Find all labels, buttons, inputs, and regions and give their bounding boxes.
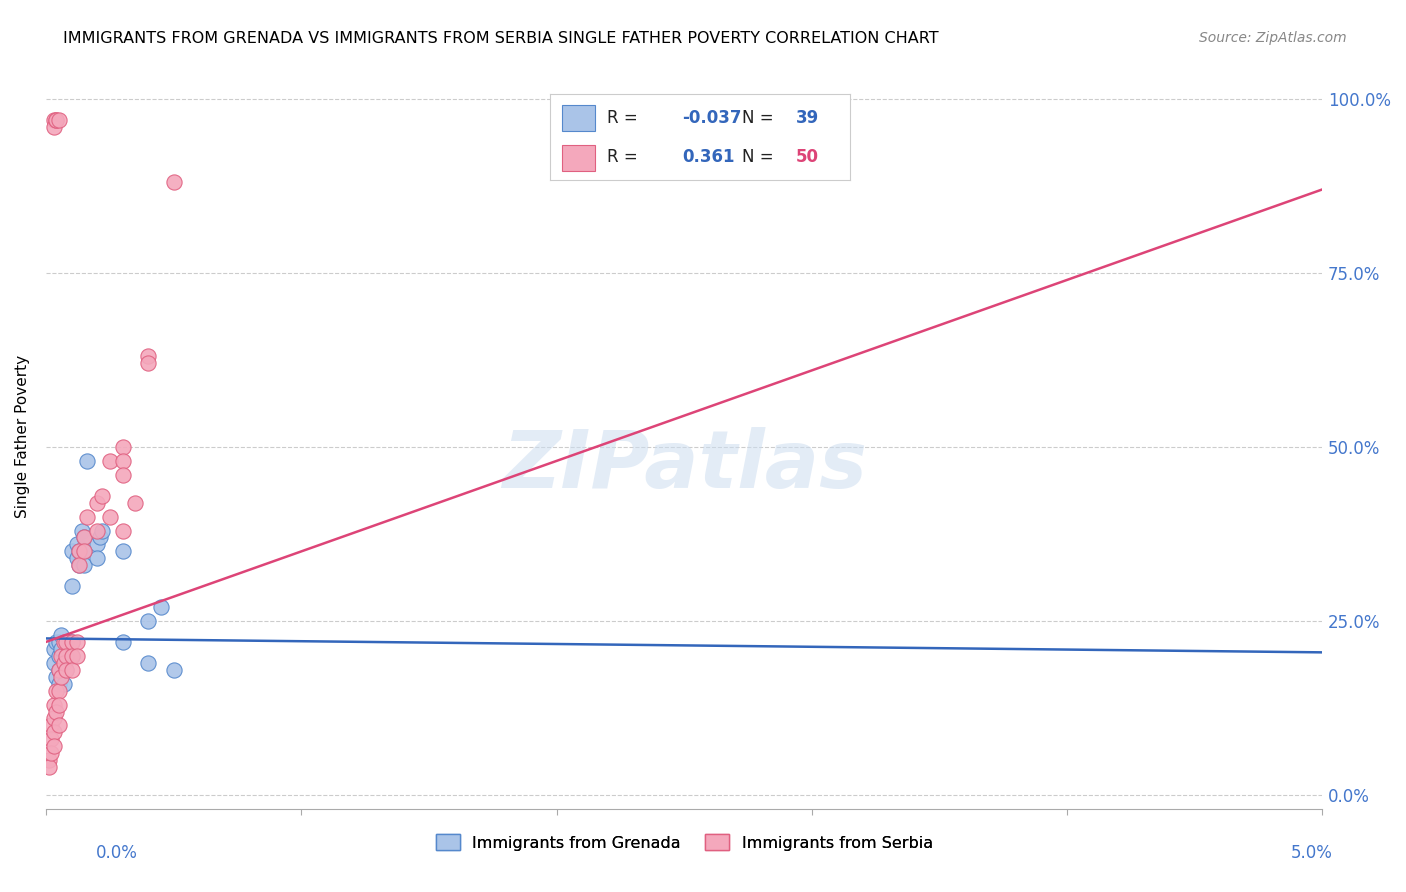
Point <box>52 656 75 670</box>
Point <box>39 747 62 761</box>
Point <box>60 648 83 663</box>
Point <box>86 551 108 566</box>
Point <box>42 656 65 670</box>
Point <box>42 641 65 656</box>
Point <box>111 454 134 468</box>
Point <box>51 628 73 642</box>
Point <box>162 663 184 677</box>
Point <box>45 112 67 127</box>
Point <box>111 635 134 649</box>
Point <box>111 544 134 558</box>
Point <box>162 176 184 190</box>
Point <box>42 711 65 725</box>
Point <box>51 641 73 656</box>
Point <box>45 683 67 698</box>
Point <box>73 558 96 573</box>
Text: 5.0%: 5.0% <box>1291 844 1333 862</box>
Point <box>89 531 111 545</box>
Point <box>51 670 73 684</box>
Point <box>60 635 83 649</box>
Point <box>136 656 159 670</box>
Point <box>60 648 83 663</box>
Point <box>48 663 70 677</box>
Point <box>52 676 75 690</box>
Point <box>60 663 83 677</box>
Legend: Immigrants from Grenada, Immigrants from Serbia: Immigrants from Grenada, Immigrants from… <box>429 828 939 857</box>
Point <box>45 670 67 684</box>
Point <box>42 725 65 739</box>
Point <box>48 698 70 712</box>
Point <box>42 698 65 712</box>
Point <box>86 524 108 538</box>
Point <box>60 635 83 649</box>
Y-axis label: Single Father Poverty: Single Father Poverty <box>15 355 30 518</box>
Point <box>48 663 70 677</box>
Point <box>55 635 77 649</box>
Point <box>124 496 146 510</box>
Point <box>91 524 114 538</box>
Point <box>48 676 70 690</box>
Point <box>111 467 134 482</box>
Point <box>58 635 80 649</box>
Point <box>73 544 96 558</box>
Point <box>48 635 70 649</box>
Point <box>38 760 60 774</box>
Point <box>136 350 159 364</box>
Text: 0.0%: 0.0% <box>96 844 138 862</box>
Point <box>136 614 159 628</box>
Point <box>76 454 98 468</box>
Point <box>51 648 73 663</box>
Point <box>48 648 70 663</box>
Point <box>76 509 98 524</box>
Point <box>55 648 77 663</box>
Point <box>65 648 87 663</box>
Point <box>67 558 90 573</box>
Point <box>67 558 90 573</box>
Point <box>91 489 114 503</box>
Point <box>39 718 62 732</box>
Point <box>48 683 70 698</box>
Point <box>55 663 77 677</box>
Point <box>52 635 75 649</box>
Point <box>60 579 83 593</box>
Point <box>65 551 87 566</box>
Point <box>73 544 96 558</box>
Point <box>45 705 67 719</box>
Point <box>73 531 96 545</box>
Point <box>42 739 65 754</box>
Point <box>149 600 172 615</box>
Point <box>111 440 134 454</box>
Text: Source: ZipAtlas.com: Source: ZipAtlas.com <box>1199 31 1347 45</box>
Point <box>86 496 108 510</box>
Point <box>48 718 70 732</box>
Point <box>55 648 77 663</box>
Point <box>39 732 62 747</box>
Point <box>45 635 67 649</box>
Point <box>42 120 65 134</box>
Point <box>86 537 108 551</box>
Text: ZIPatlas: ZIPatlas <box>502 427 866 506</box>
Point <box>65 635 87 649</box>
Point <box>52 656 75 670</box>
Point <box>38 753 60 767</box>
Point <box>65 537 87 551</box>
Point <box>55 635 77 649</box>
Point <box>45 112 67 127</box>
Point <box>55 663 77 677</box>
Point <box>98 454 121 468</box>
Point <box>67 544 90 558</box>
Point <box>98 509 121 524</box>
Point <box>67 544 90 558</box>
Point <box>60 544 83 558</box>
Point <box>136 356 159 370</box>
Point <box>70 524 93 538</box>
Point <box>48 112 70 127</box>
Text: IMMIGRANTS FROM GRENADA VS IMMIGRANTS FROM SERBIA SINGLE FATHER POVERTY CORRELAT: IMMIGRANTS FROM GRENADA VS IMMIGRANTS FR… <box>63 31 939 46</box>
Point <box>111 524 134 538</box>
Point <box>42 112 65 127</box>
Point <box>73 531 96 545</box>
